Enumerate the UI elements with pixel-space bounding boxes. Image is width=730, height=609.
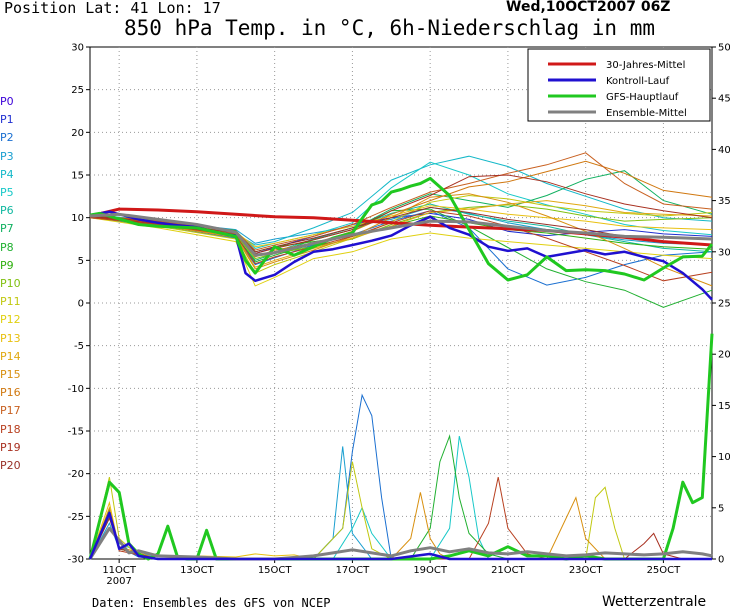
member-precip-p13 (89, 500, 712, 560)
forecast-date: Wed,10OCT2007 06Z (506, 0, 671, 15)
data-source-label: Daten: Ensembles des GFS von NCEP (92, 596, 331, 609)
y-right-tick-label: 5 (718, 503, 724, 514)
x-tick-label: 25OCT (647, 565, 682, 576)
precip-line-gfs-hauptlauf (88, 333, 714, 561)
temp-line-gfs-hauptlauf (89, 176, 714, 282)
ensemble-member-label: P2 (0, 131, 14, 145)
member-precip-p15 (89, 492, 712, 560)
legend-label: Ensemble-Mittel (606, 108, 687, 119)
y-left-tick-label: -5 (74, 341, 84, 352)
y-left-tick-label: 10 (71, 213, 84, 224)
member-precip-p11 (89, 461, 712, 560)
precip-line-kontroll-lauf (88, 511, 712, 561)
legend-box (527, 48, 711, 122)
ensemble-member-label: P0 (0, 95, 14, 108)
y-left-tick-label: -25 (68, 512, 84, 523)
member-line-p3 (89, 206, 713, 246)
x-tick-label: 11OCT (102, 565, 137, 576)
position-label: Position Lat: 41 Lon: 17 (4, 0, 221, 17)
y-left-tick-label: 5 (78, 256, 84, 267)
member-line-p19 (89, 174, 713, 255)
ensemble-member-label: P12 (0, 313, 21, 327)
y-left-tick-label: 25 (71, 85, 84, 96)
member-line-p13 (89, 205, 713, 248)
member-line-p10 (89, 204, 713, 260)
ensemble-member-label: P8 (0, 240, 14, 254)
ensemble-member-label: P11 (0, 295, 21, 309)
ensemble-member-label: P1 (0, 113, 14, 127)
ensemble-member-label: P15 (0, 368, 21, 381)
y-left-tick-label: 30 (71, 43, 84, 54)
x-tick-label: 19OCT (413, 565, 448, 576)
y-left-tick-label: -10 (68, 384, 84, 395)
temp-line-ensemble-mittel (89, 212, 713, 257)
y-right-tick-label: 25 (718, 299, 730, 310)
legend-label: GFS-Hauptlauf (606, 92, 679, 103)
legend-label: 30-Jahres-Mittel (606, 60, 685, 71)
y-right-tick-label: 0 (718, 555, 724, 566)
y-right-tick-label: 50 (718, 43, 730, 54)
ensemble-member-label: P17 (0, 404, 21, 418)
y-right-tick-label: 40 (718, 145, 730, 156)
y-left-tick-label: -15 (68, 427, 84, 438)
y-right-tick-label: 20 (718, 350, 730, 361)
ensemble-member-label: P13 (0, 331, 21, 345)
member-line-p18 (89, 210, 713, 282)
x-year-label: 2007 (106, 576, 131, 587)
ensemble-member-label: P3 (0, 149, 14, 163)
brand-label: Wetterzentrale (602, 594, 707, 609)
x-tick-label: 23OCT (569, 565, 604, 576)
y-right-tick-label: 30 (718, 247, 730, 258)
y-left-tick-label: -20 (68, 469, 84, 480)
x-tick-label: 13OCT (180, 565, 215, 576)
y-left-tick-label: 15 (71, 171, 84, 182)
ensemble-member-label: P6 (0, 204, 14, 218)
x-tick-label: 21OCT (491, 565, 526, 576)
y-right-tick-label: 10 (718, 452, 730, 463)
x-tick-label: 15OCT (258, 565, 293, 576)
ensemble-member-label: P10 (0, 277, 21, 290)
y-left-tick-label: -30 (68, 555, 84, 566)
y-right-tick-label: 35 (718, 196, 730, 207)
chart-title: 850 hPa Temp. in °C, 6h-Niederschlag in … (124, 16, 656, 40)
member-line-p14 (89, 200, 713, 268)
member-line-p17 (89, 152, 713, 251)
x-tick-label: 17OCT (336, 565, 371, 576)
precip-line-ensemble-mittel (88, 526, 713, 561)
y-left-tick-label: 0 (78, 299, 84, 310)
member-precip-p2 (89, 393, 712, 560)
y-right-tick-label: 45 (718, 94, 730, 105)
legend-label: Kontroll-Lauf (606, 76, 670, 87)
ensemble-member-label: P4 (0, 167, 14, 181)
ensemble-member-label: P20 (0, 459, 21, 472)
ensemble-member-label: P19 (0, 440, 21, 454)
y-left-tick-label: 20 (71, 128, 84, 139)
ensemble-member-label: P7 (0, 222, 14, 236)
ensemble-member-label: P9 (0, 258, 14, 272)
member-precip-p18 (89, 476, 712, 560)
ensemble-member-label: P16 (0, 386, 21, 400)
member-precipitation-lines (89, 393, 712, 560)
ensemble-member-label: P5 (0, 186, 14, 199)
ensemble-member-label: P18 (0, 422, 21, 436)
y-right-tick-label: 15 (718, 401, 730, 412)
ensemble-member-label: P14 (0, 349, 21, 363)
member-line-p12 (89, 217, 713, 287)
